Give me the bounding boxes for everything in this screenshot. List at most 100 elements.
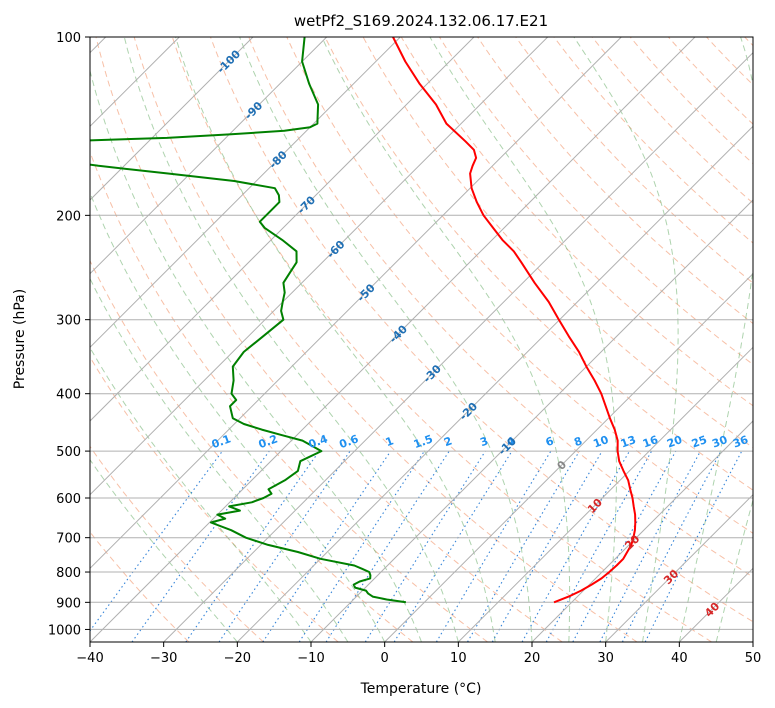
mixing-ratio-label: 3 (478, 434, 490, 449)
isotherm-line (90, 37, 401, 349)
moist-adiabat (239, 37, 533, 642)
dry-adiabat (248, 37, 753, 578)
mixing-ratio-label: 0.6 (338, 432, 361, 451)
moist-adiabat (175, 37, 496, 642)
mixing-ratio-label: 25 (690, 433, 709, 450)
dry-adiabat (90, 445, 264, 642)
dry-adiabat (90, 150, 488, 642)
x-tick-label: 40 (671, 651, 688, 666)
y-tick-label: 800 (56, 566, 81, 581)
y-tick-label: 1000 (48, 623, 81, 638)
mixing-ratio-line (185, 450, 320, 642)
moist-adiabat (573, 37, 679, 642)
y-tick-label: 100 (56, 31, 81, 46)
mixing-ratio-label: 30 (710, 433, 729, 451)
mixing-ratio-line (298, 450, 425, 642)
mixing-ratio-line (435, 450, 552, 642)
moist-adiabat (715, 498, 753, 642)
mixing-ratio-label: 6 (544, 434, 556, 449)
y-tick-label: 200 (56, 209, 81, 224)
y-tick-label: 700 (56, 532, 81, 547)
isotherm-line (90, 37, 475, 422)
isotherm-line (752, 641, 753, 642)
mixing-ratio-line (90, 450, 223, 632)
x-tick-label: 50 (745, 651, 762, 666)
y-axis-label: Pressure (hPa) (12, 289, 28, 389)
isotherm-line (457, 346, 753, 642)
dry-adiabat (591, 37, 753, 204)
moist-adiabat (429, 37, 617, 642)
isotherm-line (384, 272, 753, 642)
mixing-ratio-label: 0.2 (257, 432, 280, 451)
dry-adiabat (477, 37, 753, 325)
temperature-profile-line (392, 37, 637, 604)
dry-adiabat (706, 37, 753, 86)
x-tick-label: −30 (150, 651, 177, 666)
mixing-ratio-label: 1 (384, 434, 396, 449)
x-tick-label: 0 (381, 651, 389, 666)
mixing-ratio-label: 16 (641, 433, 660, 451)
x-tick-label: −10 (297, 651, 324, 666)
mixing-ratio-label: 20 (665, 433, 684, 451)
y-tick-label: 400 (56, 388, 81, 403)
mixing-ratio-label: 1.5 (412, 432, 435, 451)
dry-adiabat (90, 259, 414, 642)
dry-adiabat (95, 37, 563, 642)
mixing-ratio-line (393, 450, 513, 642)
isotherm-label: -80 (267, 148, 290, 171)
dry-adiabat (668, 37, 753, 125)
mixing-ratio-line (325, 450, 450, 642)
mixing-ratio-line (599, 450, 701, 642)
isotherm-line (90, 37, 696, 642)
x-tick-label: −20 (224, 651, 251, 666)
isotherm-line (90, 37, 328, 275)
x-tick-label: 20 (524, 651, 541, 666)
x-axis-label: Temperature (°C) (360, 681, 482, 697)
y-tick-label: 300 (56, 314, 81, 329)
moist-adiabat (90, 458, 238, 642)
dry-adiabat (90, 356, 339, 642)
y-tick-label: 500 (56, 445, 81, 460)
dry-adiabat (438, 37, 753, 366)
isotherm-line (605, 493, 753, 642)
isotherm-line (310, 199, 753, 642)
chart-title: wetPf2_S169.2024.132.06.17.E21 (294, 12, 548, 31)
dry-adiabat (744, 37, 753, 47)
mixing-ratio-line (521, 450, 630, 642)
x-tick-label: −40 (76, 651, 103, 666)
mixing-ratio-label: 4 (505, 434, 517, 449)
dry-adiabat (515, 37, 753, 284)
moist-adiabat (90, 191, 386, 642)
mixing-ratio-label: 2 (442, 434, 454, 449)
mixing-ratio-line (364, 450, 486, 642)
y-tick-label: 900 (56, 596, 81, 611)
dry-adiabat (400, 37, 753, 407)
mixing-ratio-label: 0.1 (210, 432, 233, 451)
mixing-ratio-label: 36 (731, 433, 750, 451)
mixing-ratio-line (131, 450, 270, 642)
mixing-ratio-label: 0.4 (307, 432, 330, 451)
x-tick-label: 30 (597, 651, 614, 666)
plot-frame (89, 36, 754, 643)
isotherm-label: -100 (215, 47, 244, 76)
dry-adiabat (171, 37, 712, 642)
mixing-ratio-line (572, 450, 677, 642)
mixing-ratio-label: 8 (572, 434, 584, 449)
isotherm-line (163, 51, 753, 642)
mixing-ratio-line (467, 450, 580, 642)
moist-adiabat (678, 37, 753, 642)
moist-adiabat (90, 346, 312, 642)
x-tick-label: 10 (450, 651, 467, 666)
dry-adiabat (553, 37, 753, 244)
isotherm-line (90, 37, 549, 496)
mixing-ratio-label: 13 (619, 433, 638, 450)
moist-adiabat (90, 68, 422, 642)
dry-adiabat (90, 531, 190, 642)
dry-adiabat (324, 37, 753, 491)
mixing-ratio-line (644, 450, 743, 642)
isotherm-label: -70 (295, 193, 318, 216)
mixing-ratio-label: 10 (591, 433, 610, 451)
isotherm-label: -50 (355, 281, 378, 304)
moist-adiabat (90, 277, 349, 642)
